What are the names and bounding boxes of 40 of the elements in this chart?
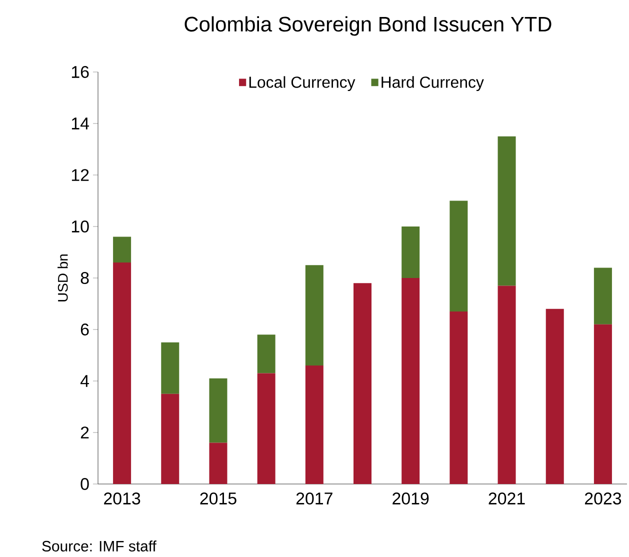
bar [594, 324, 612, 484]
bar [113, 236, 132, 263]
bar [305, 366, 324, 484]
bar [498, 286, 516, 484]
chart-title: Colombia Sovereign Bond Issucen YTD [184, 16, 552, 36]
x-tick-label: 2017 [296, 492, 332, 504]
x-tick-label: 2023 [584, 492, 622, 504]
source-note: Source: IMF staff [42, 540, 156, 552]
y-tick-label: 2 [80, 426, 89, 438]
y-tick-label: 8 [80, 272, 89, 284]
bar [113, 262, 132, 484]
y-tick-label: 12 [72, 169, 89, 181]
y-tick-label: 0 [80, 478, 89, 490]
bar [450, 200, 468, 312]
bar [209, 378, 228, 443]
bar [450, 311, 468, 484]
bar [209, 442, 228, 484]
y-tick-label: 4 [80, 375, 89, 387]
bar [257, 334, 276, 374]
x-tick-label: 2013 [104, 492, 140, 504]
bar [161, 394, 180, 484]
bar [546, 308, 564, 484]
x-tick-label: 2019 [392, 492, 429, 504]
y-tick-label: 6 [80, 324, 89, 336]
legend-label: Local Currency [249, 76, 356, 92]
bar [161, 342, 180, 394]
y-tick-label: 14 [72, 118, 89, 130]
bar [305, 265, 324, 366]
bar [402, 226, 420, 278]
bar [354, 283, 372, 484]
y-axis-title: USD bn [58, 254, 68, 302]
bar [498, 136, 516, 286]
y-tick-label: 10 [72, 220, 89, 232]
x-tick-label: 2015 [200, 492, 236, 504]
legend-label: Hard Currency [382, 76, 484, 92]
x-tick-label: 2021 [488, 492, 525, 504]
bar [257, 373, 276, 484]
bar [594, 268, 612, 324]
y-tick-label: 16 [72, 66, 89, 78]
bar [402, 278, 420, 484]
